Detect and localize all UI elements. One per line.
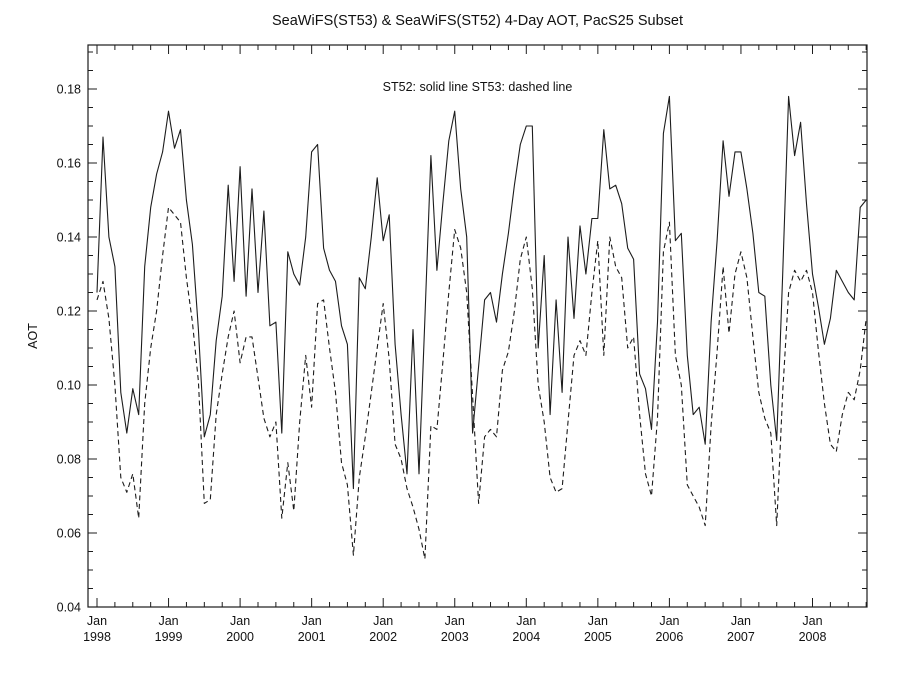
x-tick-label-year: 2004 <box>512 630 540 644</box>
x-tick-label-month: Jan <box>373 614 393 628</box>
series-st52-line <box>96 95 867 490</box>
y-tick-label: 0.16 <box>57 157 81 171</box>
y-tick-label: 0.12 <box>57 305 81 319</box>
x-tick-label-month: Jan <box>302 614 322 628</box>
x-tick-label-year: 2003 <box>441 630 469 644</box>
y-axis-label: AOT <box>26 323 40 349</box>
x-tick-label-month: Jan <box>659 614 679 628</box>
legend-text: ST52: solid line ST53: dashed line <box>382 80 573 94</box>
series-st53-line <box>96 206 867 560</box>
x-tick-label-year: 2001 <box>298 630 326 644</box>
x-tick-label-year: 2006 <box>655 630 683 644</box>
x-tick-label-month: Jan <box>731 614 751 628</box>
x-tick-label-year: 1999 <box>155 630 183 644</box>
x-tick-label-month: Jan <box>87 614 107 628</box>
y-tick-label: 0.04 <box>57 601 81 615</box>
plot-frame <box>87 44 868 608</box>
x-tick-label-year: 2000 <box>226 630 254 644</box>
y-tick-label: 0.18 <box>57 83 81 97</box>
x-tick-label-month: Jan <box>516 614 536 628</box>
x-tick-label-month: Jan <box>588 614 608 628</box>
x-tick-label-year: 2002 <box>369 630 397 644</box>
x-tick-label-month: Jan <box>158 614 178 628</box>
x-tick-label-month: Jan <box>802 614 822 628</box>
y-tick-label: 0.14 <box>57 231 81 245</box>
x-tick-label-year: 2007 <box>727 630 755 644</box>
x-tick-label-year: 2005 <box>584 630 612 644</box>
x-tick-label-year: 2008 <box>799 630 827 644</box>
x-tick-label-year: 1998 <box>83 630 111 644</box>
y-tick-label: 0.10 <box>57 379 81 393</box>
x-tick-label-month: Jan <box>445 614 465 628</box>
y-tick-label: 0.06 <box>57 527 81 541</box>
x-tick-label-month: Jan <box>230 614 250 628</box>
y-tick-label: 0.08 <box>57 453 81 467</box>
chart-title: SeaWiFS(ST53) & SeaWiFS(ST52) 4-Day AOT,… <box>272 13 683 29</box>
